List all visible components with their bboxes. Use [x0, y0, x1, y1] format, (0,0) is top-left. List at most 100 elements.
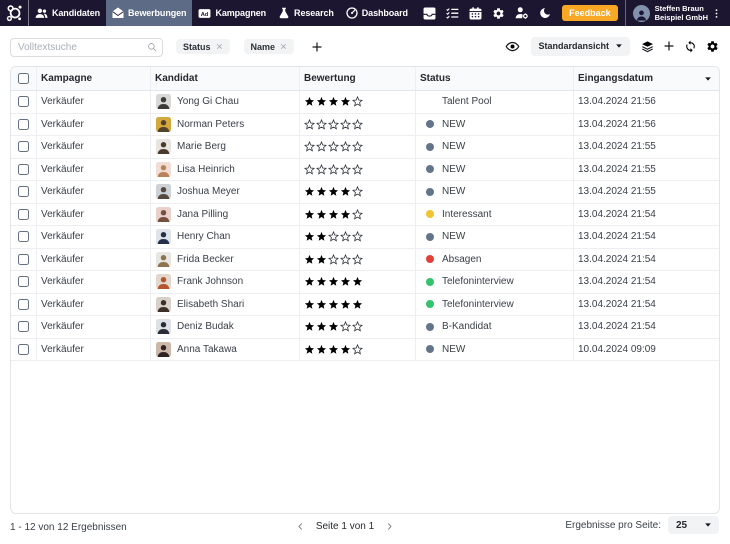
status-cell: NEW [416, 181, 574, 203]
row-checkbox[interactable] [18, 208, 29, 220]
next-page-button[interactable] [385, 522, 394, 531]
filter-chip-name[interactable]: Name [243, 39, 295, 54]
row-checkbox[interactable] [18, 141, 29, 153]
column-header-eingangsdatum[interactable]: Eingangsdatum [574, 67, 719, 90]
campaign-cell: Verkäufer [37, 226, 151, 248]
table-row[interactable]: Verkäufer Frida Becker Absagen 13.04.202… [11, 248, 719, 271]
feedback-button[interactable]: Feedback [562, 5, 618, 21]
column-header-kandidat[interactable]: Kandidat [151, 67, 300, 90]
star-filled-icon [304, 344, 315, 355]
row-checkbox[interactable] [18, 186, 29, 198]
per-page-select[interactable]: 25 [668, 516, 719, 534]
star-outline-icon [352, 119, 363, 130]
add-button[interactable] [663, 40, 675, 52]
row-checkbox[interactable] [18, 321, 29, 333]
layers-button[interactable] [641, 40, 654, 53]
search-input[interactable] [10, 38, 163, 57]
row-checkbox[interactable] [18, 231, 29, 243]
candidate-name: Norman Peters [177, 118, 245, 130]
table-header-row: Kampagne Kandidat Bewertung Status Einga… [11, 67, 719, 91]
dark-mode-toggle[interactable] [533, 0, 556, 26]
table-row[interactable]: Verkäufer Henry Chan NEW 13.04.2024 21:5… [11, 226, 719, 249]
inbox-button[interactable] [418, 0, 441, 26]
row-checkbox[interactable] [18, 298, 29, 310]
table-row[interactable]: Verkäufer Anna Takawa NEW 10.04.2024 09:… [11, 338, 719, 361]
star-outline-icon [304, 119, 315, 130]
results-table: Kampagne Kandidat Bewertung Status Einga… [10, 66, 720, 514]
table-row[interactable]: Verkäufer Marie Berg NEW 13.04.2024 21:5… [11, 136, 719, 159]
table-row[interactable]: Verkäufer Lisa Heinrich NEW 13.04.2024 2… [11, 158, 719, 181]
refresh-button[interactable] [684, 40, 697, 53]
nav-item-kampagnen[interactable]: Kampagnen [192, 0, 272, 26]
select-all-checkbox[interactable] [18, 73, 29, 84]
results-summary: 1 - 12 von 12 Ergebnissen [10, 522, 127, 533]
add-filter-button[interactable] [308, 39, 326, 54]
candidate-name: Lisa Heinrich [177, 163, 235, 175]
star-filled-icon [328, 276, 339, 287]
search-box [10, 37, 163, 57]
candidate-cell: Marie Berg [151, 136, 300, 158]
column-header-kampagne[interactable]: Kampagne [37, 67, 151, 90]
flask-icon [278, 7, 290, 19]
previous-page-button[interactable] [296, 522, 305, 531]
nav-item-bewerbungen[interactable]: Bewerbungen [106, 0, 193, 26]
row-checkbox[interactable] [18, 276, 29, 288]
mail-open-icon [112, 7, 124, 19]
user-settings-button[interactable] [510, 0, 533, 26]
table-row[interactable]: Verkäufer Yong Gi Chau Talent Pool 13.04… [11, 91, 719, 114]
nav-item-dashboard[interactable]: Dashboard [340, 0, 414, 26]
star-filled-icon [328, 344, 339, 355]
pagination-bar: 1 - 12 von 12 Ergebnissen Seite 1 von 1 … [0, 514, 730, 544]
status-dot [426, 232, 434, 241]
row-checkbox[interactable] [18, 343, 29, 355]
nav-item-research[interactable]: Research [272, 0, 340, 26]
table-row[interactable]: Verkäufer Deniz Budak B-Kandidat 13.04.2… [11, 316, 719, 339]
calendar-button[interactable] [464, 0, 487, 26]
candidate-cell: Henry Chan [151, 226, 300, 248]
star-outline-icon [352, 186, 363, 197]
status-cell: NEW [416, 158, 574, 180]
row-checkbox[interactable] [18, 96, 29, 108]
star-outline-icon [340, 141, 351, 152]
pager: Seite 1 von 1 [0, 521, 710, 532]
settings-button[interactable] [487, 0, 510, 26]
column-header-label: Eingangsdatum [578, 73, 654, 84]
table-row[interactable]: Verkäufer Jana Pilling Interessant 13.04… [11, 203, 719, 226]
column-header-bewertung[interactable]: Bewertung [300, 67, 416, 90]
close-icon [280, 43, 287, 50]
status-cell: Telefoninterview [416, 293, 574, 315]
star-filled-icon [316, 254, 327, 265]
status-label: B-Kandidat [442, 321, 492, 333]
star-filled-icon [304, 96, 315, 107]
star-outline-icon [316, 119, 327, 130]
view-select[interactable]: Standardansicht [531, 36, 630, 56]
remove-filter-icon[interactable] [216, 43, 223, 50]
table-row[interactable]: Verkäufer Norman Peters NEW 13.04.2024 2… [11, 113, 719, 136]
user-menu[interactable]: Steffen Braun Beispiel GmbH [626, 4, 709, 22]
app-logo[interactable] [0, 0, 28, 26]
inbox-icon [423, 7, 436, 20]
status-cell: Telefoninterview [416, 271, 574, 293]
campaign-cell: Verkäufer [37, 113, 151, 135]
row-checkbox[interactable] [18, 118, 29, 130]
sort-desc-icon[interactable] [704, 75, 712, 83]
filter-chip-label: Status [183, 41, 211, 52]
table-row[interactable]: Verkäufer Joshua Meyer NEW 13.04.2024 21… [11, 181, 719, 204]
campaign-cell: Verkäufer [37, 203, 151, 225]
table-settings-button[interactable] [706, 40, 719, 53]
column-header-status[interactable]: Status [416, 67, 574, 90]
visibility-button[interactable] [505, 39, 520, 54]
star-outline-icon [328, 254, 339, 265]
filter-chip-status[interactable]: Status [176, 39, 230, 54]
row-checkbox[interactable] [18, 163, 29, 175]
table-row[interactable]: Verkäufer Frank Johnson Telefoninterview… [11, 271, 719, 294]
nav-item-kandidaten[interactable]: Kandidaten [29, 0, 106, 26]
navbar-divider [28, 0, 29, 26]
campaign-cell: Verkäufer [37, 181, 151, 203]
more-menu-button[interactable] [709, 0, 723, 26]
star-filled-icon [316, 299, 327, 310]
table-row[interactable]: Verkäufer Elisabeth Shari Telefonintervi… [11, 293, 719, 316]
row-checkbox[interactable] [18, 253, 29, 265]
tasks-button[interactable] [441, 0, 464, 26]
remove-filter-icon[interactable] [280, 43, 287, 50]
